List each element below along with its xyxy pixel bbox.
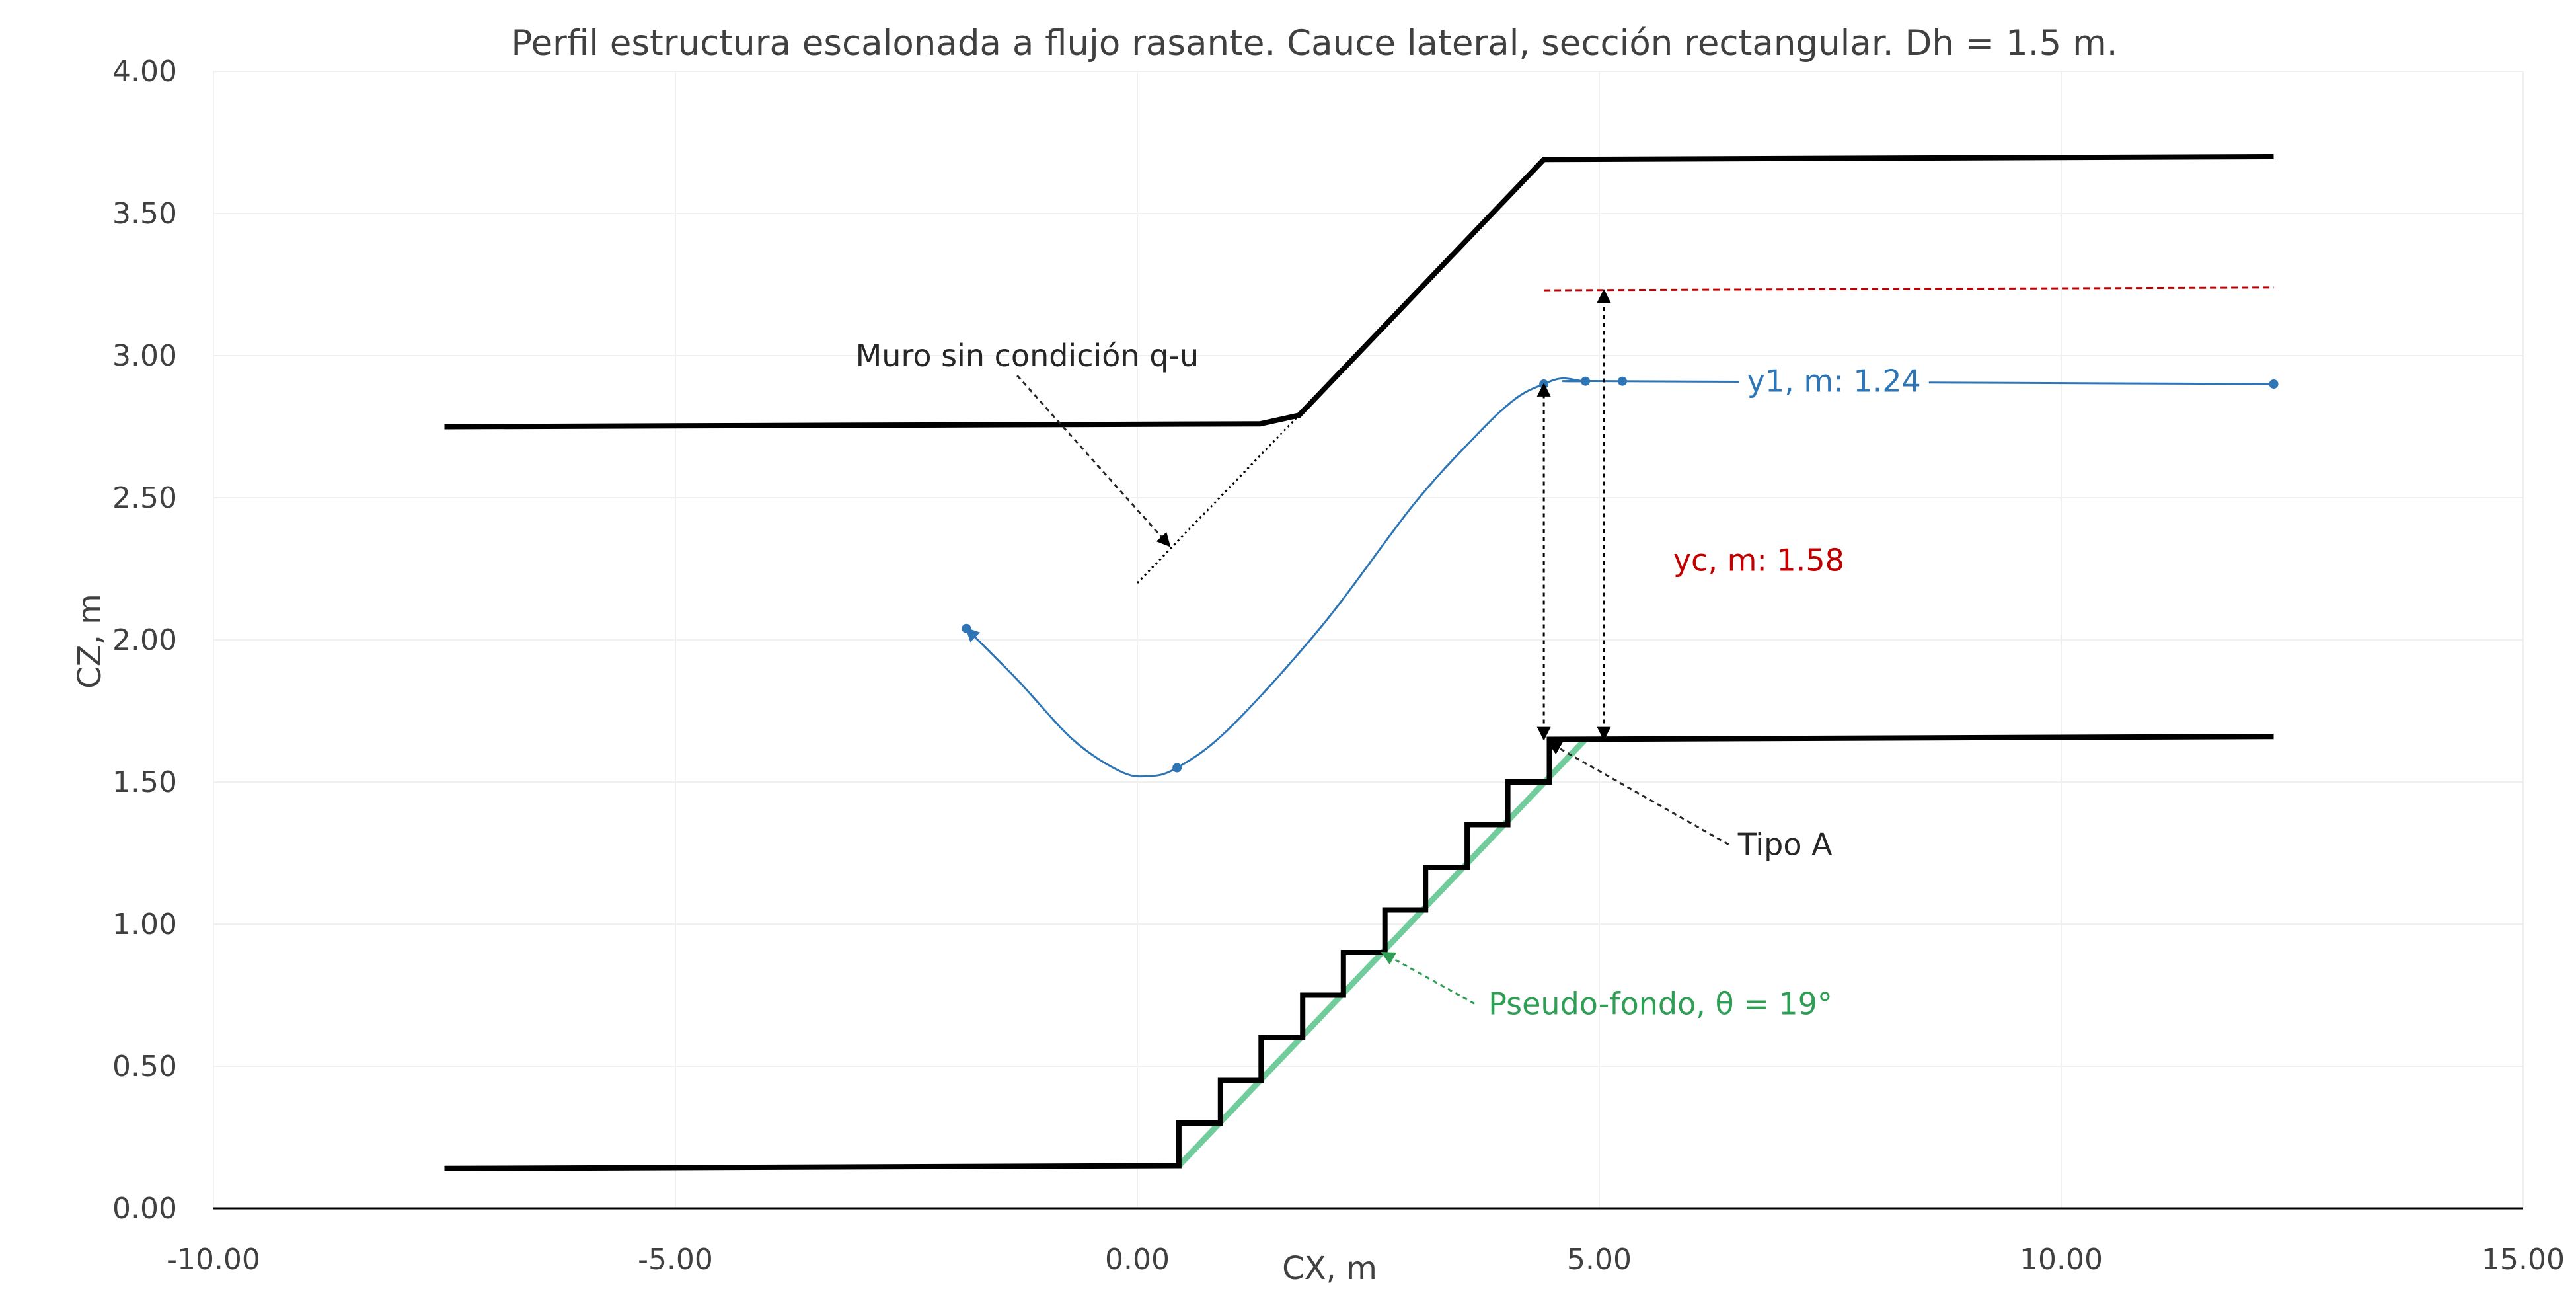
y-tick-label: 0.00 [112,1192,177,1226]
annotation-yc: yc, m: 1.58 [1673,543,1844,578]
annotation-y1: y1, m: 1.24 [1747,364,1921,399]
y-tick-label: 2.00 [112,623,177,657]
x-tick-label: 10.00 [2020,1243,2103,1276]
x-axis-label: CX, m [1282,1250,1377,1287]
x-tick-label: 0.00 [1105,1243,1170,1276]
x-tick-label: -10.00 [167,1243,260,1276]
x-tick-label: -5.00 [638,1243,713,1276]
critical-depth-line [1544,286,2274,292]
water-profile-point [1581,376,1591,386]
y-tick-label: 2.50 [112,481,177,515]
y-tick-label: 3.50 [112,197,177,231]
annotation-pointer-muro [1016,375,1171,547]
y-tick-label: 3.00 [112,339,177,373]
water-profile-point [1172,763,1182,773]
side-wall-line [444,154,2274,430]
wall-guide-dotted-line [1136,414,1300,584]
water-profile-point [1617,376,1627,386]
chart-title: Perfil estructura escalonada a flujo ras… [511,23,2117,63]
plot-area [444,154,2279,1171]
y-tick-label: 1.00 [112,908,177,941]
water-profile-line [965,377,2274,778]
gridlines [213,71,2524,1208]
annotations: Muro sin condición q-u y1, m: 1.24 yc, m: … [856,289,1929,1021]
x-tick-label: 5.00 [1567,1243,1632,1276]
annotation-y1-background [1739,360,1929,402]
water-profile-point [2269,379,2279,389]
annotation-tipo_a: Tipo A [1737,827,1833,863]
y-tick-label: 4.00 [112,55,177,89]
y-tick-label: 0.50 [112,1050,177,1083]
tick-labels: 0.00 0.50 1.00 1.50 2.00 2.50 3.00 3.50 4.00 -10.… [112,55,2565,1276]
y-tick-label: 1.50 [112,765,177,799]
stepped-floor-line [444,734,2274,1171]
annotation-pointer-pseudo_fondo [1381,951,1475,1005]
annotation-muro: Muro sin condición q-u [856,338,1199,373]
annotation-pseudo_fondo: Pseudo-fondo, θ = 19° [1488,986,1833,1021]
x-tick-label: 15.00 [2481,1243,2565,1276]
y-axis-label: CZ, m [71,594,108,689]
water-profile-point [962,623,971,633]
annotation-pointer-tipo_a [1547,741,1729,845]
